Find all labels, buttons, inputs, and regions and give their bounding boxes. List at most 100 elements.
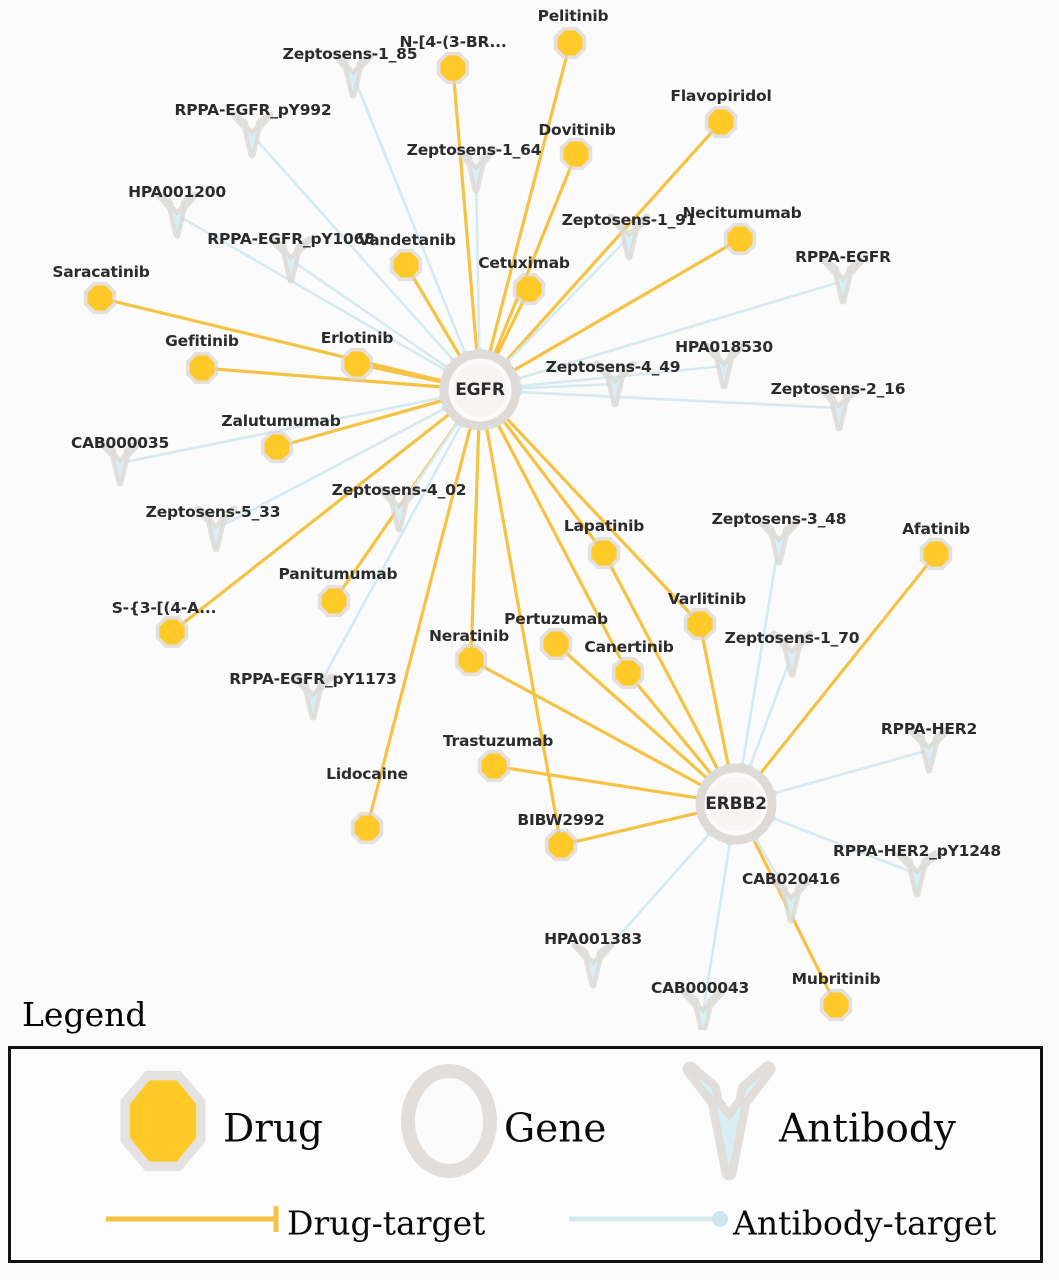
- antibody-node[interactable]: [821, 257, 865, 305]
- drug-node[interactable]: [389, 248, 423, 282]
- drug-node[interactable]: [477, 749, 511, 783]
- drug-node[interactable]: [539, 627, 573, 661]
- antibody-node[interactable]: [769, 876, 813, 924]
- drug-node[interactable]: [683, 607, 717, 641]
- antibody-target-edge[interactable]: [175, 213, 449, 373]
- drug-target-edge[interactable]: [698, 622, 731, 769]
- octagon-icon: [727, 226, 753, 252]
- antibody-target-edge[interactable]: [771, 748, 931, 796]
- drug-target-edge[interactable]: [485, 425, 563, 847]
- drug-node[interactable]: [155, 615, 189, 649]
- antibody-target-edge[interactable]: [515, 279, 845, 381]
- antibody-node[interactable]: [571, 941, 615, 989]
- drug-node[interactable]: [317, 584, 351, 618]
- antibody-target-edge[interactable]: [516, 390, 841, 410]
- antibody-target-edge[interactable]: [311, 422, 464, 699]
- drug-node[interactable]: [919, 537, 953, 571]
- network-canvas[interactable]: [0, 0, 1059, 1037]
- drug-target-edge[interactable]: [404, 263, 463, 359]
- drug-node[interactable]: [611, 656, 645, 690]
- drug-target-edge[interactable]: [504, 416, 702, 626]
- drug-target-edge[interactable]: [98, 296, 445, 383]
- antibody-node[interactable]: [681, 989, 725, 1037]
- antibody-target-edge[interactable]: [701, 840, 732, 1015]
- drug-target-edge[interactable]: [275, 398, 446, 449]
- antibody-target-edge[interactable]: [740, 540, 781, 768]
- drug-target-edge[interactable]: [501, 418, 606, 555]
- antibody-node[interactable]: [454, 146, 498, 194]
- antibody-target-edge[interactable]: [505, 235, 631, 365]
- antibody-node[interactable]: [817, 384, 861, 432]
- drug-target-edge[interactable]: [602, 551, 720, 772]
- legend-label-antibody-target: Antibody-target: [733, 1203, 997, 1243]
- drug-node[interactable]: [454, 643, 488, 677]
- drug-target-edge[interactable]: [492, 152, 578, 357]
- antibody-node[interactable]: [377, 485, 421, 533]
- antibody-target-edge[interactable]: [770, 816, 919, 876]
- legend-label-antibody: Antibody: [779, 1106, 956, 1152]
- antibody-node[interactable]: [230, 111, 274, 159]
- antibody-target-edge[interactable]: [250, 133, 456, 363]
- drug-node[interactable]: [340, 347, 374, 381]
- antibody-target-edge[interactable]: [118, 396, 445, 465]
- drug-node[interactable]: [553, 26, 587, 60]
- antibody-node[interactable]: [331, 51, 375, 99]
- drug-target-edge[interactable]: [365, 425, 473, 830]
- antibody-target-edge[interactable]: [747, 652, 794, 770]
- antibody-target-edge[interactable]: [474, 168, 481, 354]
- antibody-node[interactable]: [98, 439, 142, 487]
- drug-target-edge[interactable]: [511, 237, 742, 373]
- gene-node[interactable]: [695, 763, 777, 845]
- drug-node[interactable]: [559, 137, 593, 171]
- drug-target-edge[interactable]: [503, 120, 723, 364]
- chevron-icon: [457, 149, 495, 191]
- octagon-icon: [548, 832, 574, 858]
- legend-octagon-icon: [129, 1080, 197, 1162]
- drug-target-edge[interactable]: [554, 642, 710, 781]
- drug-node[interactable]: [544, 828, 578, 862]
- antibody-node[interactable]: [607, 213, 651, 261]
- drug-target-edge[interactable]: [492, 764, 701, 800]
- drug-node[interactable]: [260, 430, 294, 464]
- drug-target-edge[interactable]: [451, 66, 479, 354]
- antibody-target-edge[interactable]: [289, 258, 450, 370]
- antibody-node[interactable]: [291, 673, 335, 721]
- octagon-icon: [923, 541, 949, 567]
- drug-target-edge[interactable]: [626, 671, 714, 777]
- drug-node[interactable]: [819, 988, 853, 1022]
- drug-node[interactable]: [587, 536, 621, 570]
- chevron-icon: [574, 944, 612, 986]
- antibody-node[interactable]: [770, 630, 814, 678]
- gene-node[interactable]: [439, 349, 521, 431]
- antibody-node[interactable]: [269, 236, 313, 284]
- drug-target-edge[interactable]: [751, 836, 838, 1007]
- drug-node[interactable]: [512, 272, 546, 306]
- drug-target-edge[interactable]: [469, 658, 705, 788]
- antibody-target-edge[interactable]: [351, 73, 468, 357]
- antibody-node[interactable]: [155, 191, 199, 239]
- antibody-target-edge[interactable]: [214, 406, 448, 531]
- network-svg[interactable]: [0, 0, 1059, 1037]
- drug-node[interactable]: [723, 222, 757, 256]
- drug-target-edge[interactable]: [496, 422, 630, 675]
- drug-target-edge[interactable]: [559, 811, 701, 847]
- drug-target-edge[interactable]: [469, 426, 481, 662]
- antibody-node[interactable]: [907, 726, 951, 774]
- drug-node[interactable]: [185, 351, 219, 385]
- antibody-node[interactable]: [757, 518, 801, 566]
- antibody-node[interactable]: [194, 505, 238, 553]
- drug-node[interactable]: [436, 51, 470, 85]
- drug-node[interactable]: [704, 105, 738, 139]
- antibody-node[interactable]: [593, 360, 637, 408]
- drug-target-edge[interactable]: [487, 41, 572, 355]
- drug-node[interactable]: [350, 811, 384, 845]
- antibody-node[interactable]: [702, 342, 746, 390]
- antibody-node[interactable]: [895, 850, 939, 898]
- drug-target-edge[interactable]: [200, 366, 444, 389]
- drug-target-edge[interactable]: [758, 552, 938, 776]
- chevron-icon: [898, 853, 936, 895]
- antibody-target-edge[interactable]: [516, 382, 617, 390]
- drug-node[interactable]: [83, 281, 117, 315]
- drug-target-edge[interactable]: [170, 411, 452, 634]
